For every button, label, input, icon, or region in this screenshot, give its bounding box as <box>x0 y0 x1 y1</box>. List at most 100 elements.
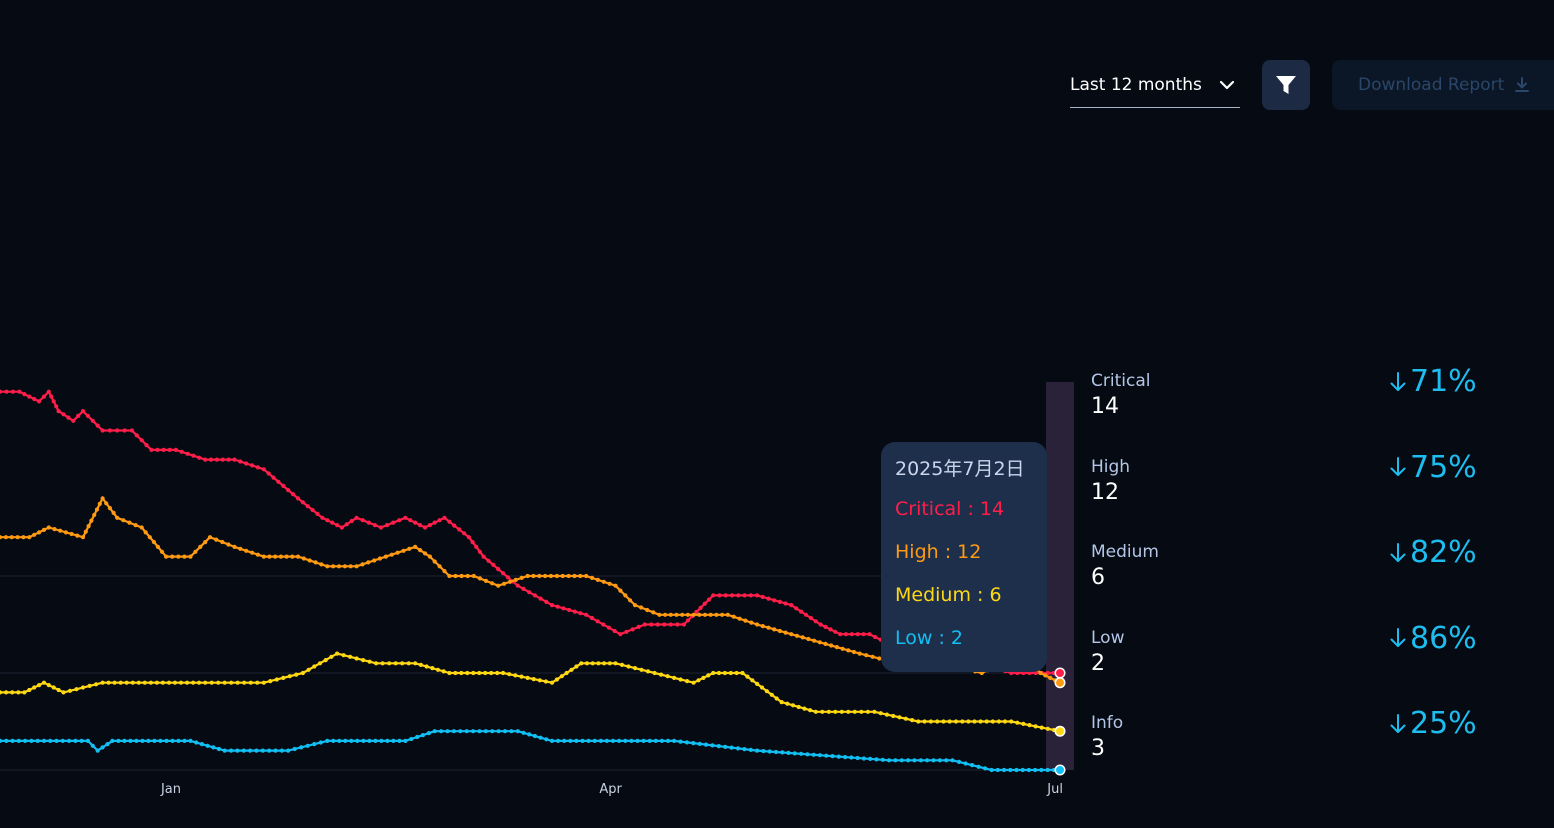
data-point <box>367 659 372 664</box>
data-point <box>76 413 81 418</box>
data-point <box>420 733 426 738</box>
data-point <box>80 409 86 414</box>
data-point <box>94 682 99 687</box>
data-point <box>360 562 365 567</box>
data-point <box>549 603 555 608</box>
data-point <box>989 767 994 773</box>
data-point <box>578 611 583 616</box>
data-point <box>584 573 589 579</box>
data-point <box>867 632 872 637</box>
data-point <box>592 738 597 744</box>
data-point <box>799 609 804 614</box>
data-point <box>462 531 467 536</box>
data-point <box>279 748 284 753</box>
data-point <box>501 670 506 676</box>
data-point <box>706 597 712 602</box>
stat-medium[interactable]: Medium 6 82% <box>1091 535 1511 625</box>
active-point-core <box>1056 766 1064 774</box>
data-point <box>681 622 687 627</box>
data-point <box>691 680 696 685</box>
data-point <box>702 601 707 606</box>
data-point <box>1043 673 1048 678</box>
data-point <box>89 518 94 523</box>
stat-change: 71% <box>1389 364 1477 399</box>
data-point <box>344 522 349 527</box>
data-point <box>41 738 47 744</box>
data-point <box>794 633 800 638</box>
data-point <box>331 564 336 569</box>
data-point <box>122 428 127 433</box>
data-point <box>118 680 123 685</box>
data-point <box>772 627 777 632</box>
filter-button[interactable] <box>1262 60 1310 110</box>
data-point <box>859 709 864 714</box>
data-point <box>46 389 51 394</box>
data-point <box>527 732 532 737</box>
arrow-down-icon <box>1390 542 1406 562</box>
data-point <box>941 719 946 724</box>
data-point <box>415 734 420 740</box>
data-point <box>15 535 20 540</box>
data-point <box>391 738 396 744</box>
data-point <box>255 552 260 557</box>
data-point <box>723 593 728 598</box>
data-point <box>191 680 196 685</box>
data-point <box>595 577 601 583</box>
data-point <box>743 618 748 623</box>
data-point <box>273 748 278 753</box>
data-point <box>556 738 561 744</box>
data-point <box>372 523 377 528</box>
data-point <box>996 719 1002 724</box>
data-point <box>471 573 476 579</box>
data-point <box>659 672 664 677</box>
data-point <box>663 612 668 617</box>
data-point <box>703 742 709 747</box>
data-point <box>312 664 317 669</box>
data-point <box>372 558 377 563</box>
data-point <box>717 593 722 598</box>
data-point <box>401 548 406 553</box>
data-point <box>824 753 829 758</box>
data-point <box>0 389 3 394</box>
stat-critical[interactable]: Critical 14 71% <box>1091 364 1511 454</box>
stat-high[interactable]: High 12 75% <box>1091 450 1511 540</box>
data-point <box>437 564 442 569</box>
data-point <box>161 447 166 452</box>
data-point <box>445 729 450 734</box>
data-point <box>295 496 301 501</box>
data-point <box>22 392 27 397</box>
data-point <box>780 750 785 755</box>
download-report-button[interactable]: Download Report <box>1332 60 1554 110</box>
data-point <box>651 610 656 615</box>
data-point <box>544 737 549 742</box>
data-point <box>839 709 844 714</box>
data-point <box>0 690 3 695</box>
data-point <box>623 593 628 598</box>
data-point <box>335 651 340 656</box>
stat-count: 14 <box>1091 394 1119 419</box>
data-point <box>490 581 495 586</box>
data-point <box>823 624 828 630</box>
data-point <box>453 670 458 676</box>
data-point <box>95 423 100 428</box>
data-point <box>85 738 90 744</box>
date-range-select[interactable]: Last 12 months <box>1070 62 1240 108</box>
data-point <box>610 738 616 744</box>
data-point <box>10 389 16 394</box>
data-point <box>361 658 366 663</box>
data-point <box>319 562 324 567</box>
data-point <box>817 640 822 645</box>
data-point <box>639 605 644 610</box>
data-point <box>235 680 240 685</box>
data-point <box>80 685 86 690</box>
data-point <box>85 413 90 418</box>
stat-low[interactable]: Low 2 86% <box>1091 621 1511 711</box>
data-point <box>761 749 766 754</box>
stat-info[interactable]: Info 3 25% <box>1091 706 1511 796</box>
data-point <box>840 646 845 651</box>
data-point <box>813 709 818 714</box>
data-point <box>665 674 670 679</box>
data-point <box>483 578 489 584</box>
data-point <box>515 729 520 734</box>
